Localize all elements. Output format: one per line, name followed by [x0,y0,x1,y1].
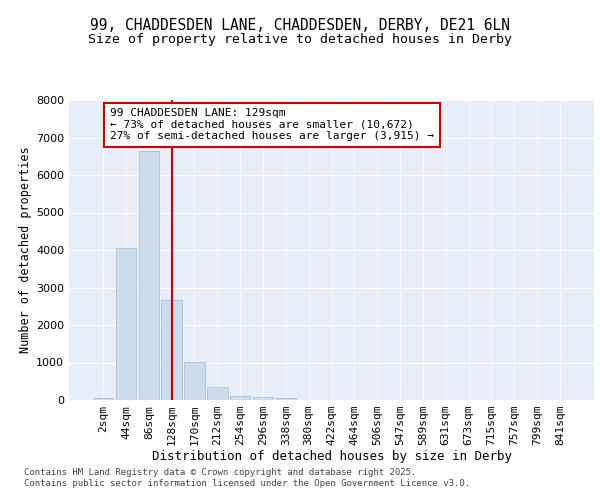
Bar [207,387,227,400]
Bar [275,398,296,400]
Bar [253,396,273,400]
Bar [93,398,113,400]
Text: Size of property relative to detached houses in Derby: Size of property relative to detached ho… [88,32,512,46]
Bar [139,152,159,400]
Text: 99 CHADDESDEN LANE: 129sqm
← 73% of detached houses are smaller (10,672)
27% of : 99 CHADDESDEN LANE: 129sqm ← 73% of deta… [110,108,434,142]
Bar [184,362,205,400]
Y-axis label: Number of detached properties: Number of detached properties [19,146,32,354]
X-axis label: Distribution of detached houses by size in Derby: Distribution of detached houses by size … [151,450,511,462]
Text: Contains HM Land Registry data © Crown copyright and database right 2025.
Contai: Contains HM Land Registry data © Crown c… [24,468,470,487]
Text: 99, CHADDESDEN LANE, CHADDESDEN, DERBY, DE21 6LN: 99, CHADDESDEN LANE, CHADDESDEN, DERBY, … [90,18,510,32]
Bar [116,248,136,400]
Bar [161,300,182,400]
Bar [230,396,250,400]
